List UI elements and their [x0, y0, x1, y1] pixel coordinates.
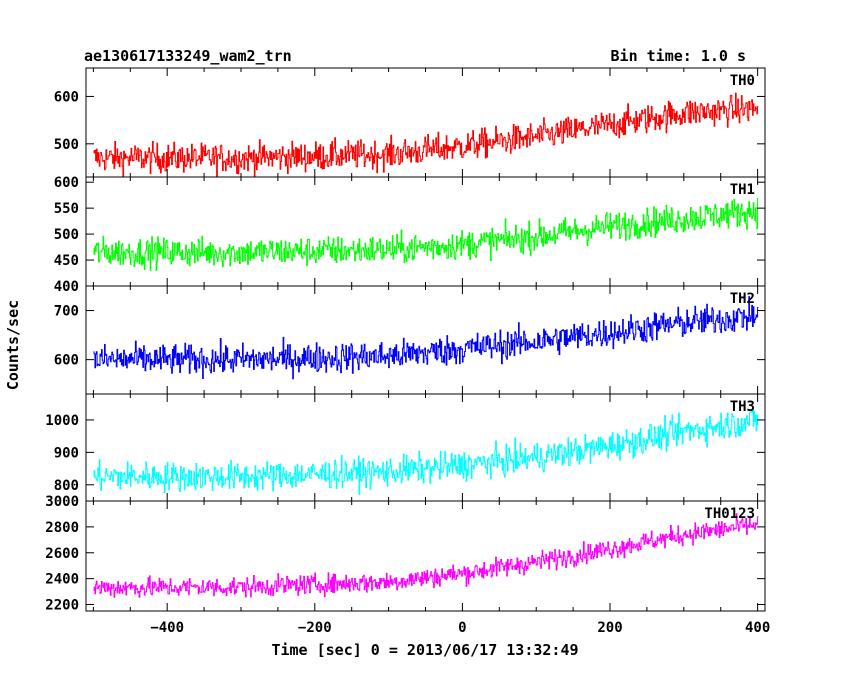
series-line-th2 — [93, 296, 759, 380]
bin-time-label: Bin time: 1.0 s — [611, 47, 746, 65]
x-tick-label: −200 — [298, 620, 332, 636]
panel-frame — [85, 285, 766, 395]
panel-th1: 400 450 500 550 600 TH1 — [54, 175, 766, 295]
panel-frame — [85, 176, 766, 287]
x-tick-label: 400 — [745, 620, 770, 636]
x-tick-label: 0 — [458, 620, 466, 636]
series-line-th0123 — [93, 513, 759, 598]
panel-th0: 500 600 TH0 — [54, 67, 766, 178]
y-tick-label: 1000 — [45, 413, 79, 429]
y-tick-label: 550 — [54, 201, 79, 217]
y-tick-label: 400 — [54, 279, 79, 295]
y-tick-label: 2400 — [45, 572, 79, 588]
y-tick-label: 3000 — [45, 494, 79, 510]
y-tick-label: 700 — [54, 304, 79, 320]
panel-th2: 600 700 TH2 — [54, 285, 766, 395]
x-axis-label: Time [sec] 0 = 2013/06/17 13:32:49 — [271, 641, 578, 659]
x-axis: −400 −200 0 200 400 — [150, 620, 770, 636]
y-tick-label: 500 — [54, 137, 79, 153]
panel-label: TH0 — [730, 73, 755, 89]
x-tick-label: 200 — [597, 620, 622, 636]
panel-label: TH0123 — [704, 506, 755, 522]
series-line-th1 — [93, 198, 759, 271]
y-tick-label: 2200 — [45, 598, 79, 614]
panel-label: TH3 — [730, 399, 755, 415]
y-axis-label: Counts/sec — [4, 300, 22, 390]
chart-title: ae130617133249_wam2_trn — [84, 47, 292, 65]
y-tick-label: 500 — [54, 227, 79, 243]
y-tick-label: 600 — [54, 353, 79, 369]
y-tick-label: 450 — [54, 253, 79, 269]
y-tick-label: 800 — [54, 478, 79, 494]
panel-th0123: 2200 2400 2600 2800 3000 TH0123 — [45, 494, 766, 614]
panel-label: TH2 — [730, 291, 755, 307]
x-tick-label: −400 — [150, 620, 184, 636]
panel-th3: 800 900 1000 TH3 — [45, 393, 766, 502]
y-tick-label: 2800 — [45, 520, 79, 536]
y-tick-label: 600 — [54, 89, 79, 105]
y-tick-label: 600 — [54, 175, 79, 191]
panel-frame — [85, 500, 766, 612]
panels: 500 600 TH0 400 450 500 550 600 TH1 600 700 TH2 800 9… — [45, 67, 766, 614]
y-tick-label: 900 — [54, 445, 79, 461]
panel-label: TH1 — [730, 182, 755, 198]
series-line-th3 — [93, 408, 759, 495]
series-line-th0 — [93, 92, 759, 177]
y-tick-label: 2600 — [45, 546, 79, 562]
